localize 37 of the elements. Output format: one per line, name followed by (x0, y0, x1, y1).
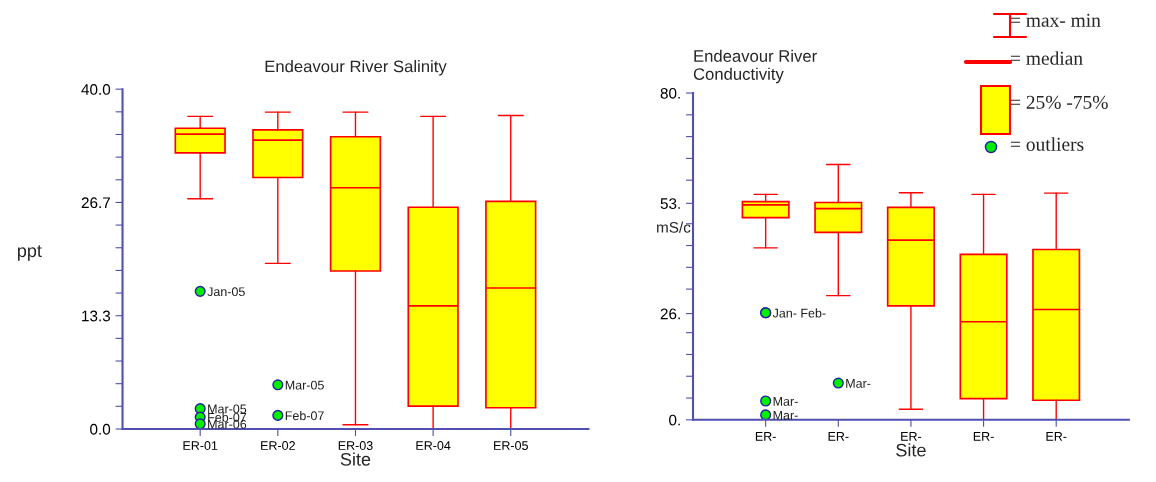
annotation: = 25% -75% (1010, 95, 1108, 109)
x-axis-title: Site (340, 452, 371, 466)
x-tick-label: ER-05 (494, 441, 528, 450)
y-tick-label: 26. (660, 308, 680, 320)
x-tick-label: ER- (901, 432, 922, 441)
chart-title: Endeavour River Salinity (265, 60, 447, 76)
y-tick-label: 80. (660, 87, 680, 99)
chart-title: Endeavour River Conductivity (693, 49, 817, 84)
x-tick-label: ER-01 (183, 441, 218, 450)
x-tick-label: ER- (755, 432, 776, 441)
y-axis-title: mS/c (657, 221, 691, 233)
y-tick-label: 53. (660, 198, 680, 210)
y-tick-label: 40.0 (81, 84, 111, 95)
y-tick-label: 13.3 (82, 310, 111, 322)
x-tick-label: ER-02 (261, 441, 295, 450)
y-axis-title: ppt (17, 245, 42, 261)
text: = median (1010, 51, 1083, 65)
x-tick-label: ER- (1046, 432, 1067, 441)
x-tick-label: ER-04 (416, 441, 451, 450)
x-tick-label: ER-03 (338, 441, 373, 450)
x-tick-label: ER- (973, 432, 994, 441)
annotation: Mar- (773, 397, 798, 406)
annotation: = outliers (1010, 137, 1084, 151)
x-tick-label: ER- (828, 432, 849, 441)
annotation: Jan-05 (207, 287, 245, 297)
x-axis-title: Site (896, 443, 926, 457)
annotation: Jan- (772, 308, 797, 318)
annotation: Feb- (801, 308, 826, 318)
annotation: Mar-05 (285, 380, 324, 390)
annotation: Mar- (773, 410, 798, 420)
annotation: Mar-05 (208, 404, 247, 414)
y-tick-label: 0.0 (90, 423, 111, 435)
annotation: Feb-07 (285, 410, 324, 421)
annotation: Mar- (846, 379, 871, 388)
y-tick-label: 26.7 (81, 197, 110, 209)
text: = max- min (1010, 13, 1101, 27)
y-tick-label: 0. (669, 414, 680, 426)
